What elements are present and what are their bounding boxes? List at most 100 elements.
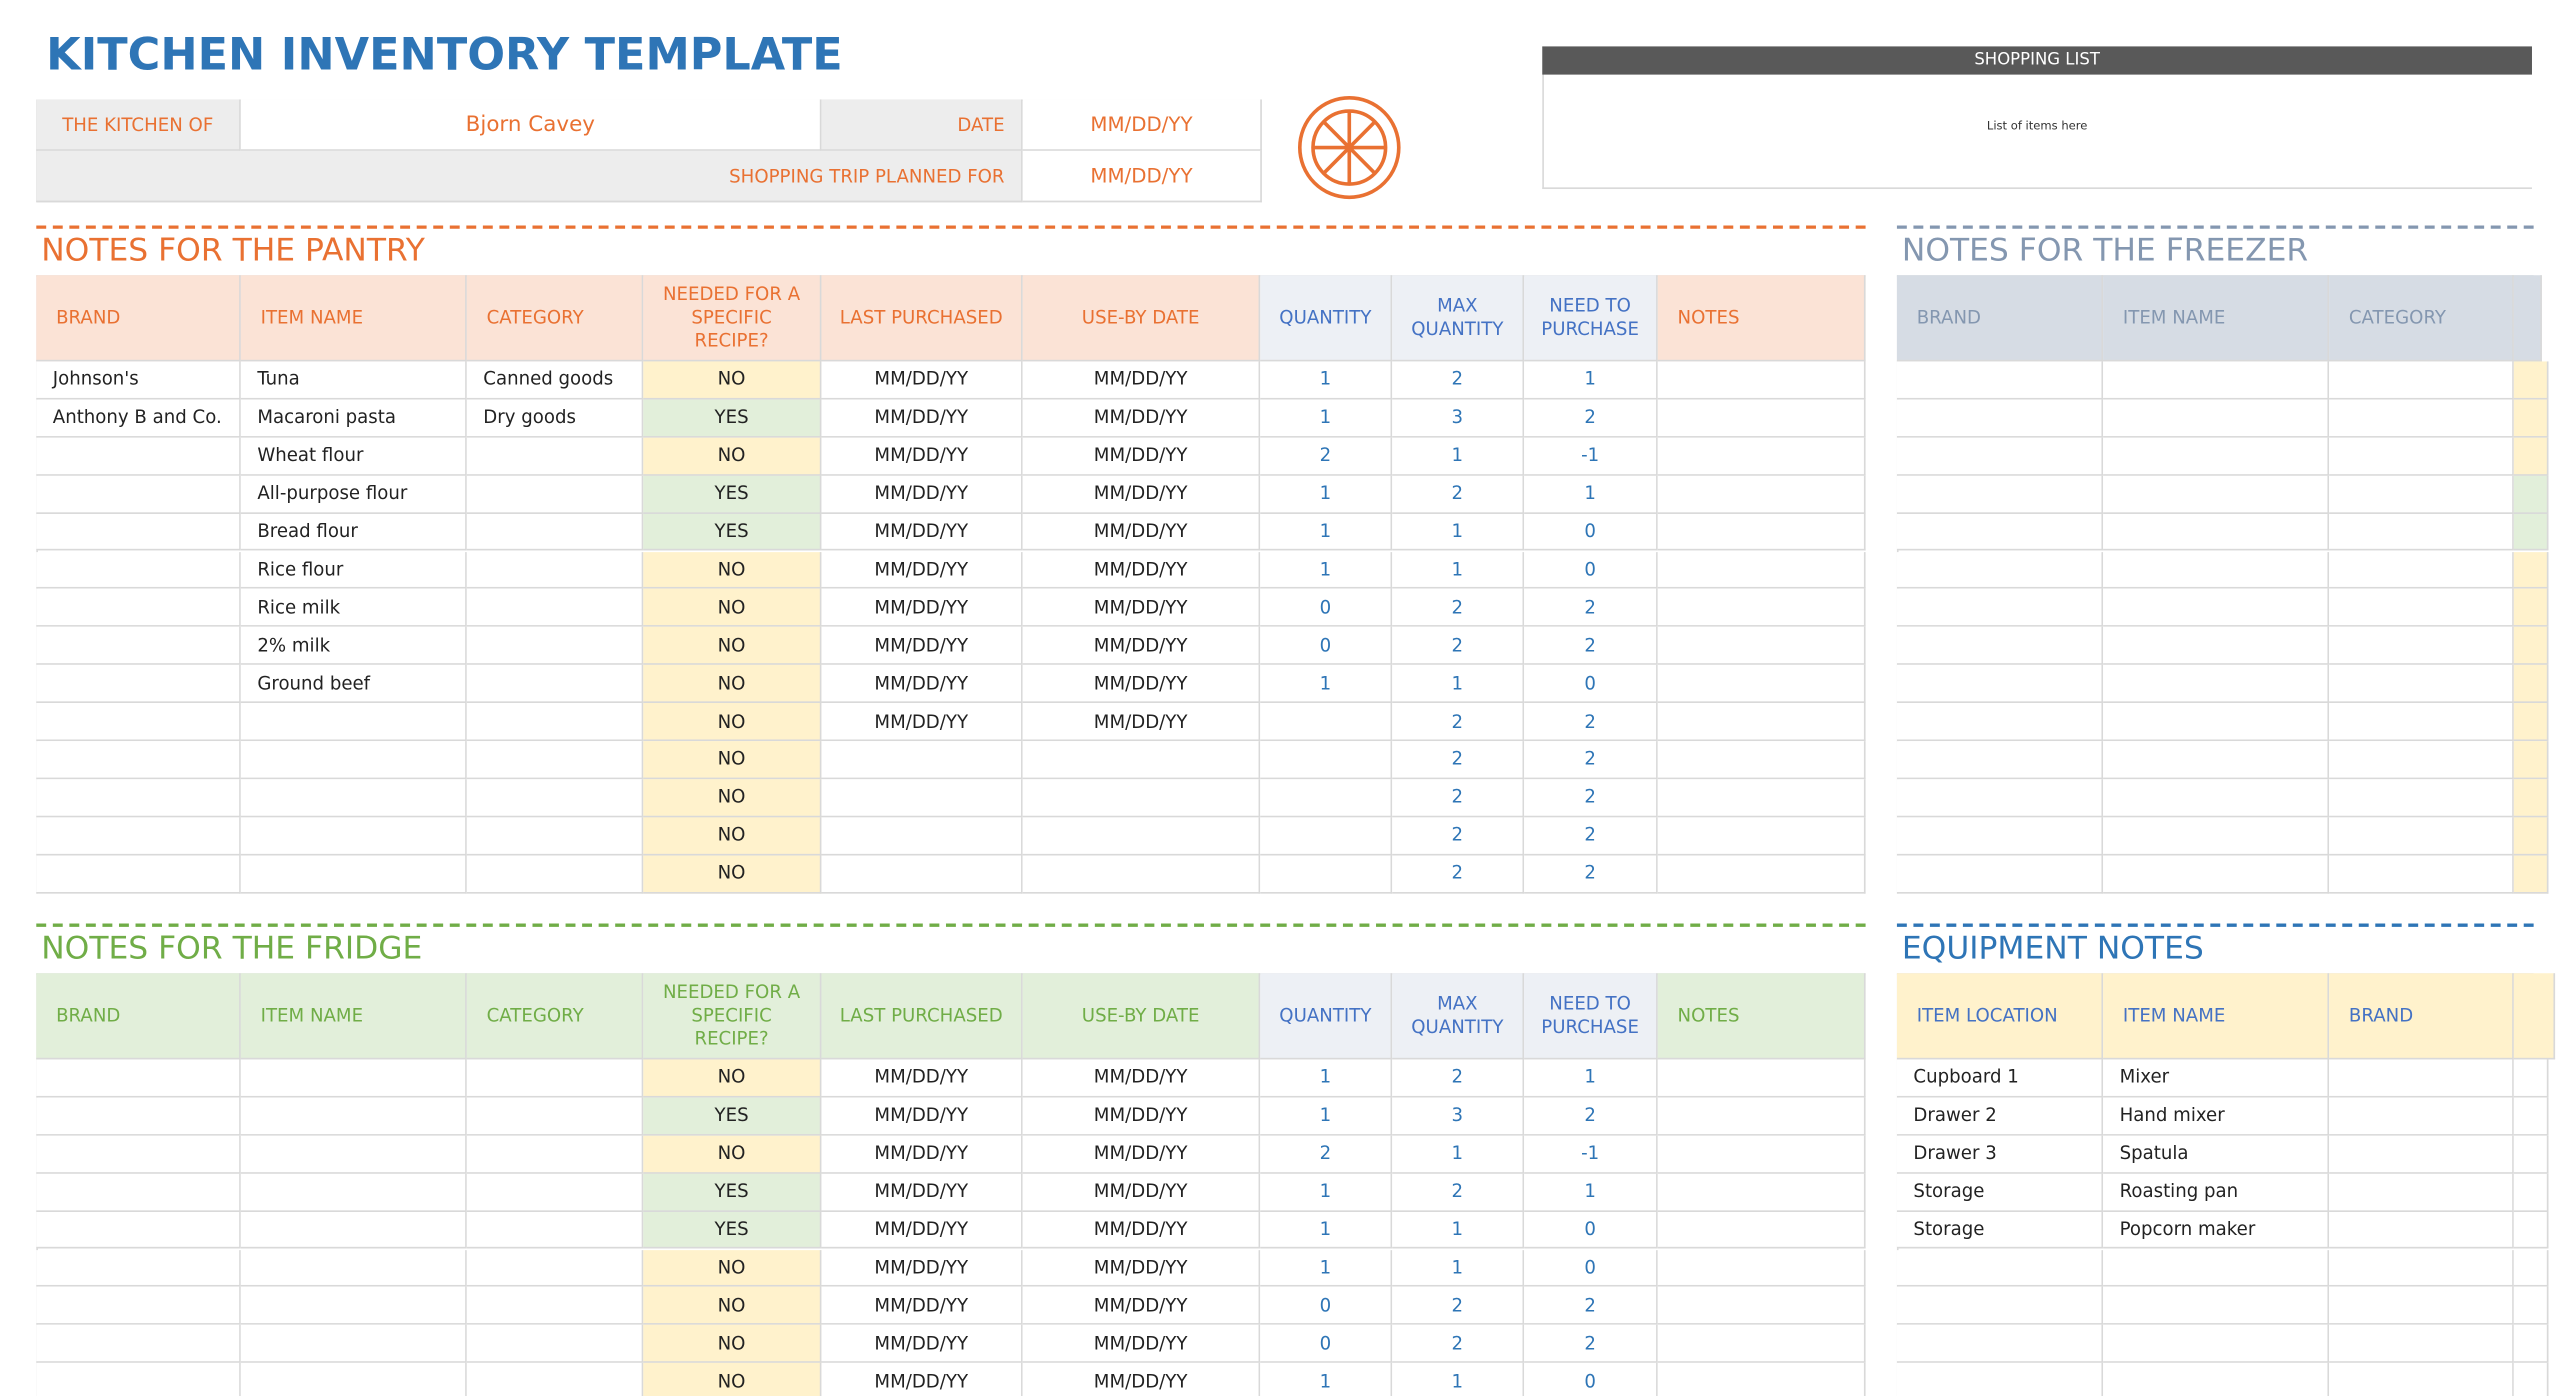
cell: 1 [1260,513,1393,552]
column-header: ITEM NAME [240,973,467,1060]
cell: MM/DD/YY [1022,1363,1261,1396]
cell: 1 [1260,361,1393,400]
cell [2103,703,2330,742]
cell [2513,1325,2549,1364]
cell [2513,1249,2549,1288]
label: DATE [821,99,1023,151]
cell: 0 [1260,1325,1393,1364]
cell: NO [643,817,822,856]
cell: NO [643,779,822,818]
cell [36,1211,241,1250]
cell: NO [643,703,822,742]
cell [1657,551,1866,590]
cell [466,1363,644,1396]
cell [2329,817,2514,856]
cell [2329,665,2514,704]
cell [2103,1325,2330,1364]
cell: 1 [1260,1097,1393,1136]
cell [1657,817,1866,856]
cell [466,779,644,818]
cell: MM/DD/YY [1022,513,1261,552]
cell [2103,437,2330,476]
cell [1657,855,1866,893]
cell: Wheat flour [240,437,467,476]
cell: MM/DD/YY [1022,1325,1261,1364]
cell: NO [643,1249,822,1288]
cell: 1 [1260,551,1393,590]
cell [1657,1097,1866,1136]
cell [240,1059,467,1098]
cell [2329,627,2514,666]
value: MM/DD/YY [1022,99,1262,151]
cell [1896,589,2104,628]
cell [1896,703,2104,742]
cell: Roasting pan [2103,1173,2330,1212]
cell [36,779,241,818]
column-header: BRAND [36,275,241,362]
cell [36,1363,241,1396]
cell: 2 [1392,703,1525,742]
cell: 1 [1392,1363,1525,1396]
cell: YES [643,513,822,552]
cell [240,741,467,780]
cell [2513,475,2549,514]
cell: 1 [1392,665,1525,704]
label: THE KITCHEN OF [36,99,241,151]
column-header [2513,275,2542,362]
cell: -1 [1524,437,1658,476]
column-header: CATEGORY [466,973,644,1060]
cell: 0 [1260,589,1393,628]
cell [1657,475,1866,514]
cell [1896,399,2104,438]
cell [2103,399,2330,438]
cell [2329,855,2514,893]
cell [36,1287,241,1326]
cell [2513,589,2549,628]
cell [1896,779,2104,818]
cell: 1 [1260,1059,1393,1098]
cell: MM/DD/YY [1022,665,1261,704]
cell: MM/DD/YY [1022,703,1261,742]
cell: MM/DD/YY [1022,1097,1261,1136]
shopping-list-text: List of items here [1986,119,2088,133]
cell: 1 [1392,1211,1525,1250]
cell [2513,855,2549,893]
cell [2329,703,2514,742]
section-divider [36,225,1866,229]
cell [36,1173,241,1212]
cell: 1 [1260,399,1393,438]
cell [36,1325,241,1364]
column-header: BRAND [2329,973,2514,1060]
cell: Rice milk [240,589,467,628]
cell [1657,399,1866,438]
cell [240,1173,467,1212]
cell: 2 [1392,1325,1525,1364]
cell [2329,1097,2514,1136]
cell: 1 [1392,513,1525,552]
cell: 2 [1392,361,1525,400]
cell: 2 [1392,589,1525,628]
cell: Macaroni pasta [240,399,467,438]
cell: MM/DD/YY [1022,589,1261,628]
cell [1657,1211,1866,1250]
cell [240,703,467,742]
cell [240,779,467,818]
cell [466,1287,644,1326]
cell: Bread flour [240,513,467,552]
column-header: NEED TO PURCHASE [1524,973,1658,1060]
cell [2103,589,2330,628]
cell [1896,627,2104,666]
cell: 2 [1524,779,1658,818]
cell [821,855,1023,893]
cell: MM/DD/YY [1022,1059,1261,1098]
column-header: BRAND [1896,275,2104,362]
cell: 2 [1524,855,1658,893]
cell [240,855,467,893]
cell [2103,475,2330,514]
value: Bjorn Cavey [240,99,822,151]
cell: 2 [1524,703,1658,742]
cell [2329,1249,2514,1288]
cell [1657,1363,1866,1396]
cell: MM/DD/YY [1022,1135,1261,1174]
cell [2329,551,2514,590]
